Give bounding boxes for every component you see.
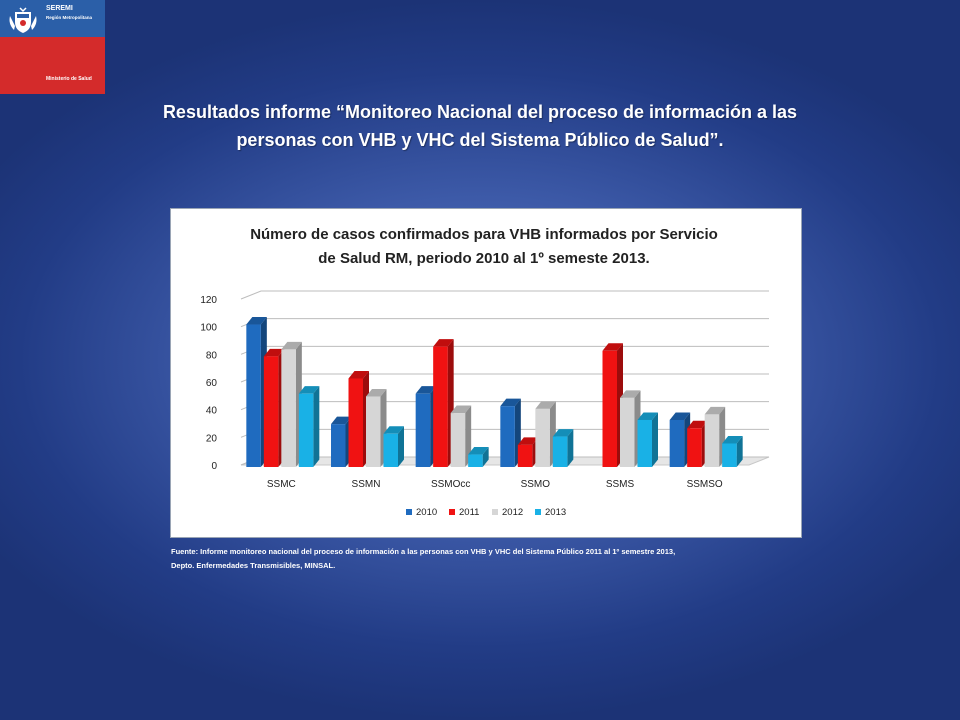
y-tick-label: 80 xyxy=(206,350,218,361)
y-tick-label: 20 xyxy=(206,433,218,444)
bar-top xyxy=(517,437,539,445)
x-tick-label: SSMS xyxy=(606,479,635,490)
bar xyxy=(263,356,279,467)
chart-plot-area: 0 20 40 60 80 100 120 SSMC SSMN SSMOcc SSMO SSMS SSM… xyxy=(200,290,770,518)
bar-side xyxy=(465,405,472,467)
bar-top xyxy=(602,343,623,351)
y-tick-label: 40 xyxy=(206,406,218,417)
bar xyxy=(331,424,346,467)
bar-top xyxy=(637,412,658,420)
bar xyxy=(246,324,261,467)
y-tick-label: 60 xyxy=(206,378,218,389)
bar-top xyxy=(620,390,641,398)
coat-of-arms-icon xyxy=(9,7,37,33)
logo-region-text: Región Metropolitana xyxy=(46,15,92,20)
bar-side xyxy=(313,386,320,467)
bar-top xyxy=(246,317,267,325)
bar-chart: Número de casos confirmados para VHB inf… xyxy=(200,226,770,518)
bar xyxy=(383,433,398,467)
y-tick-label: 0 xyxy=(211,461,217,472)
bar xyxy=(468,454,483,467)
x-tick-label: SSMC xyxy=(267,479,296,490)
bar xyxy=(552,436,568,467)
x-tick-label: SSMSO xyxy=(687,479,723,490)
source-line-2: Depto. Enfermedades Transmisibles, MINSA… xyxy=(171,561,336,570)
gridline xyxy=(240,345,769,355)
bar-top xyxy=(331,416,352,425)
bar-top xyxy=(263,348,285,357)
bar-top xyxy=(500,398,521,407)
bar-side xyxy=(567,429,574,467)
bar-top xyxy=(450,405,472,414)
bar-top xyxy=(468,447,489,455)
bar xyxy=(602,350,617,467)
source-note: Fuente: Informe monitoreo nacional del p… xyxy=(171,545,811,573)
bar xyxy=(517,444,533,467)
slide-title-line-2: personas con VHB y VHC del Sistema Públi… xyxy=(236,130,724,150)
bar-top xyxy=(433,339,454,347)
bar xyxy=(415,393,431,467)
chart-title-line-1: Número de casos confirmados para VHB inf… xyxy=(250,226,718,243)
logo-ministerio-text: Ministerio de Salud xyxy=(46,76,92,82)
bar-side xyxy=(482,447,489,467)
bar-top xyxy=(552,429,574,437)
bar-top xyxy=(366,388,387,397)
legend-label: 2011 xyxy=(459,507,479,518)
bar xyxy=(687,428,702,467)
legend-swatch xyxy=(535,509,541,515)
x-tick-label: SSMN xyxy=(352,479,381,490)
bar xyxy=(450,413,466,467)
gridline xyxy=(240,290,769,300)
bar xyxy=(704,414,720,467)
y-tick-label: 120 xyxy=(200,295,217,306)
logo-red-band xyxy=(0,37,105,94)
seremi-logo: SEREMI Región Metropolitana Ministerio d… xyxy=(0,0,105,94)
gridline xyxy=(240,373,769,383)
slide-title: Resultados informe “Monitoreo Nacional d… xyxy=(80,98,880,154)
slide-title-line-1: Resultados informe “Monitoreo Nacional d… xyxy=(162,102,798,122)
legend-label: 2012 xyxy=(502,507,523,518)
bar-top xyxy=(669,412,691,420)
x-tick-label: SSMO xyxy=(521,479,551,490)
bar xyxy=(535,408,550,467)
bar-top xyxy=(281,341,302,350)
legend-label: 2013 xyxy=(545,507,566,518)
bar-side xyxy=(398,426,404,467)
bar-top xyxy=(348,370,369,379)
bar xyxy=(433,346,448,467)
bar xyxy=(366,396,381,467)
y-tick-label: 100 xyxy=(200,323,217,334)
bar-top xyxy=(383,426,404,434)
gridline xyxy=(240,318,769,328)
legend-swatch xyxy=(406,509,412,515)
bar-side xyxy=(652,412,658,467)
chart-title-line-2: de Salud RM, periodo 2010 al 1º semeste … xyxy=(318,250,649,267)
bar xyxy=(348,378,363,467)
legend-swatch xyxy=(492,509,498,515)
bar xyxy=(669,419,685,467)
bar xyxy=(298,393,314,467)
bar xyxy=(500,406,515,467)
bar-side xyxy=(736,435,743,467)
bar-top xyxy=(704,406,726,415)
legend-swatch xyxy=(449,509,455,515)
source-line-1: Fuente: Informe monitoreo nacional del p… xyxy=(171,547,676,556)
legend-label: 2010 xyxy=(416,507,437,518)
bar xyxy=(722,443,737,467)
logo-seremi-text: SEREMI xyxy=(46,5,73,12)
bar-top xyxy=(298,386,320,394)
bar-top xyxy=(535,401,556,409)
bar xyxy=(281,349,296,467)
bar xyxy=(620,397,635,467)
x-tick-label: SSMOcc xyxy=(431,479,470,490)
bar-top xyxy=(722,435,743,444)
bar-top xyxy=(687,420,708,429)
bar-top xyxy=(415,386,437,394)
bar xyxy=(637,419,652,467)
chart-container: Número de casos confirmados para VHB inf… xyxy=(170,208,802,538)
